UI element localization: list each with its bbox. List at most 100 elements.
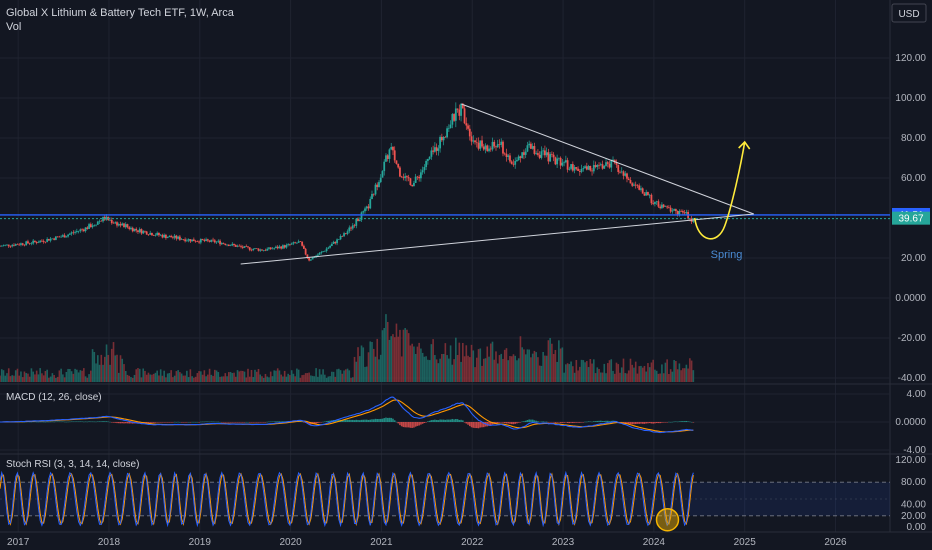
candle-body: [100, 220, 103, 222]
candle-body: [142, 230, 145, 234]
candle-body: [514, 161, 517, 165]
currency-button[interactable]: [891, 3, 927, 23]
macd-histogram-bar: [503, 422, 506, 424]
macd-histogram-bar: [318, 422, 321, 423]
macd-histogram-bar: [455, 418, 457, 422]
candle-body: [631, 183, 634, 186]
candle-body: [440, 136, 443, 141]
candle-body: [669, 207, 672, 212]
macd-histogram-bar: [360, 419, 363, 422]
macd-histogram-bar: [130, 422, 132, 424]
volume-bar: [666, 359, 668, 382]
volume-bar: [350, 377, 352, 382]
candle-body: [369, 198, 372, 209]
candle-body: [680, 210, 683, 212]
candle-body: [362, 211, 365, 213]
price-pane: Spring: [0, 102, 890, 265]
macd-histogram-bar: [629, 422, 632, 425]
volume-bar: [170, 370, 172, 382]
volume-bar: [404, 328, 406, 382]
macd-histogram-bar: [98, 421, 101, 422]
macd-histogram-bar: [110, 422, 113, 423]
volume-bar: [194, 376, 197, 382]
macd-histogram-bar: [322, 421, 324, 423]
macd-histogram-bar: [692, 422, 695, 423]
macd-histogram-bar: [198, 422, 200, 423]
volume-bar: [221, 376, 223, 382]
macd-histogram-bar: [411, 422, 413, 428]
candle-body: [570, 164, 572, 169]
candle-body: [510, 161, 513, 164]
macd-histogram-bar: [678, 421, 681, 422]
volume-bar: [135, 369, 138, 382]
macd-histogram-bar: [145, 422, 148, 424]
macd-histogram-bar: [255, 422, 258, 423]
volume-bar: [266, 376, 269, 382]
macd-histogram-bar: [116, 422, 118, 424]
macd-histogram-bar: [191, 421, 193, 423]
volume-bar: [9, 376, 12, 382]
candle-body: [123, 223, 125, 228]
volume-bar: [140, 377, 143, 382]
volume-bar: [505, 348, 508, 382]
candle-body: [411, 184, 414, 187]
volume-bar: [117, 372, 120, 382]
macd-histogram-bar: [165, 422, 167, 423]
macd-histogram-bar: [652, 422, 654, 424]
macd-histogram-bar: [659, 422, 661, 424]
candle-body: [673, 209, 676, 211]
macd-histogram-bar: [386, 417, 389, 422]
volume-bar: [502, 358, 504, 382]
candle-body: [472, 140, 475, 142]
macd-line: [0, 396, 694, 434]
candle-body: [390, 147, 393, 150]
volume-bar: [633, 367, 635, 382]
macd-histogram-bar: [208, 421, 211, 423]
macd-histogram-bar: [161, 422, 164, 423]
candle-body: [571, 164, 574, 171]
macd-histogram-bar: [673, 421, 675, 423]
candle-body: [182, 239, 185, 240]
volume-bar: [306, 373, 309, 382]
volume-bar: [605, 373, 607, 382]
candle-body: [255, 248, 258, 249]
candle-body: [308, 257, 311, 261]
macd-histogram-bar: [372, 419, 375, 422]
macd-histogram-bar: [516, 422, 518, 424]
macd-histogram-bar: [252, 422, 255, 423]
volume-bar: [158, 375, 160, 382]
macd-histogram-bar: [262, 422, 265, 423]
volume-bar: [495, 351, 497, 382]
candle-body: [447, 128, 450, 129]
candle-body: [364, 208, 366, 212]
candle-body: [622, 171, 625, 176]
volume-bar: [549, 338, 551, 382]
macd-histogram-bar: [273, 421, 275, 422]
volume-bar: [579, 366, 581, 382]
macd-histogram-bar: [376, 418, 379, 422]
macd-histogram-bar: [158, 422, 160, 423]
macd-histogram-bar: [282, 421, 284, 422]
candle-body: [77, 230, 80, 232]
volume-bar: [131, 377, 134, 382]
macd-histogram-bar: [217, 421, 220, 423]
candle-body: [523, 152, 525, 155]
macd-histogram-bar: [200, 421, 202, 423]
macd-histogram-bar: [341, 419, 344, 422]
volume-bar: [584, 362, 586, 382]
volume-bar: [7, 368, 10, 382]
volume-bar: [537, 357, 539, 382]
volume-bar: [310, 375, 312, 382]
candle-body: [84, 227, 87, 232]
volume-bar: [261, 376, 263, 382]
candle-body: [30, 243, 33, 245]
volume-bar: [145, 374, 148, 382]
candle-body: [247, 246, 249, 248]
volume-bar: [285, 376, 288, 382]
macd-histogram-bar: [573, 422, 576, 423]
candle-body: [126, 224, 129, 228]
macd-histogram-bar: [207, 421, 209, 423]
macd-histogram-bar: [662, 422, 665, 423]
candle-body: [196, 241, 199, 243]
